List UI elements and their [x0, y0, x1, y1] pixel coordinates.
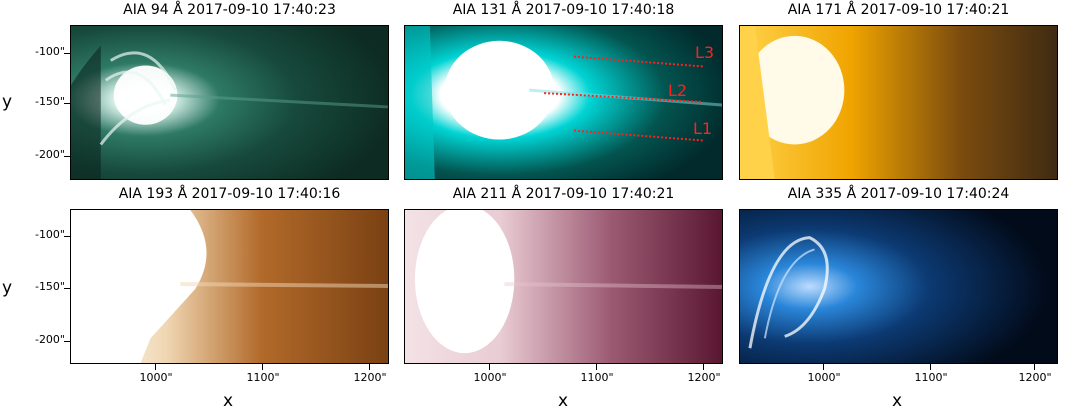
tick-mark — [64, 53, 70, 54]
xtick-label: 1000" — [807, 371, 841, 384]
xtick-label: 1100" — [914, 371, 948, 384]
solar-image-aia-171 — [740, 26, 1057, 179]
solar-image-aia-211 — [405, 210, 722, 363]
ytick-label: -200" — [34, 333, 65, 346]
xtick-label: 1100" — [580, 371, 614, 384]
tick-mark — [64, 341, 70, 342]
tick-mark — [703, 364, 704, 370]
panel-aia-211 — [404, 209, 723, 364]
tick-mark — [823, 364, 824, 370]
panel-aia-94 — [70, 25, 389, 180]
panel-title-aia-335: AIA 335 Å 2017-09-10 17:40:24 — [787, 186, 1010, 202]
tick-mark — [64, 236, 70, 237]
slit-line-l2 — [544, 92, 704, 103]
solar-image-aia-94 — [71, 26, 388, 179]
slit-label-l3: L3 — [695, 43, 715, 62]
x-axis-label: x — [223, 391, 234, 411]
slit-line-l1 — [573, 129, 704, 142]
xtick-label: 1200" — [1018, 371, 1052, 384]
panel-aia-193 — [70, 209, 389, 364]
tick-mark — [64, 156, 70, 157]
ytick-label: -150" — [34, 95, 65, 108]
slit-label-l2: L2 — [668, 81, 688, 100]
panel-title-aia-193: AIA 193 Å 2017-09-10 17:40:16 — [118, 186, 341, 202]
slit-line-l3 — [573, 55, 704, 68]
panel-title-aia-131: AIA 131 Å 2017-09-10 17:40:18 — [452, 2, 675, 18]
slit-label-l1: L1 — [693, 119, 713, 138]
tick-mark — [262, 364, 263, 370]
x-axis-label: x — [892, 391, 903, 411]
tick-mark — [64, 103, 70, 104]
xtick-label: 1000" — [139, 371, 173, 384]
tick-mark — [489, 364, 490, 370]
xtick-label: 1200" — [687, 371, 721, 384]
xtick-label: 1100" — [246, 371, 280, 384]
panel-aia-171 — [739, 25, 1058, 180]
tick-mark — [64, 288, 70, 289]
panel-title-aia-211: AIA 211 Å 2017-09-10 17:40:21 — [452, 186, 675, 202]
y-axis-label: y — [2, 278, 13, 298]
ytick-label: -200" — [34, 148, 65, 161]
solar-image-aia-335 — [740, 210, 1057, 363]
panel-aia-131: L3 L2 L1 — [404, 25, 723, 180]
tick-mark — [930, 364, 931, 370]
xtick-label: 1000" — [473, 371, 507, 384]
tick-mark — [596, 364, 597, 370]
ytick-label: -100" — [34, 228, 65, 241]
xtick-label: 1200" — [353, 371, 387, 384]
panel-title-aia-94: AIA 94 Å 2017-09-10 17:40:23 — [123, 2, 336, 18]
slit-lines — [544, 55, 704, 142]
ytick-label: -100" — [34, 45, 65, 58]
ytick-label: -150" — [34, 280, 65, 293]
x-axis-label: x — [558, 391, 569, 411]
tick-mark — [155, 364, 156, 370]
tick-mark — [1034, 364, 1035, 370]
y-axis-label: y — [2, 92, 13, 112]
tick-mark — [369, 364, 370, 370]
panel-title-aia-171: AIA 171 Å 2017-09-10 17:40:21 — [787, 2, 1010, 18]
solar-image-aia-131 — [405, 26, 722, 179]
panel-aia-335 — [739, 209, 1058, 364]
solar-image-aia-193 — [71, 210, 388, 363]
